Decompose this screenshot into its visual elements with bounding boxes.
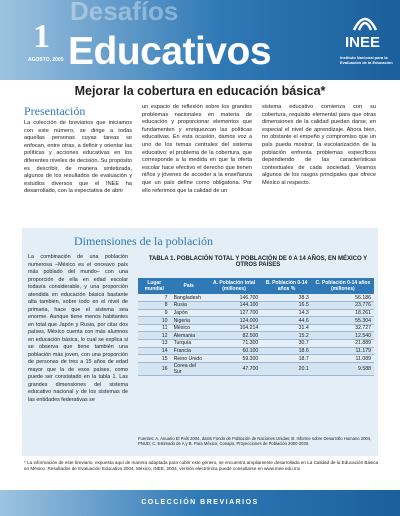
table-row: 9 Japón 127.700 14.3 18.261 [138, 309, 374, 318]
table-cell: 14.3 [261, 309, 312, 318]
table-row: 11 México 104.214 31.4 32.727 [138, 324, 374, 333]
section-heading: Dimensiones de la población [74, 234, 213, 248]
table-cell: Reino Unido [170, 354, 207, 363]
table-cell: 12 [138, 331, 171, 341]
table-cell: 9.588 [311, 362, 374, 376]
issue-date: AGOSTO, 2005 [28, 57, 64, 63]
table-cell: 16.5 [261, 301, 312, 310]
text-column: La colección de breviarios que iniciamos… [24, 120, 132, 195]
logo-icon [352, 17, 378, 31]
table-row: 16 Corea del Sur 47.700 20.1 9.588 [138, 362, 374, 376]
table-cell: 16 [138, 362, 171, 376]
series-title: Educativos [68, 30, 272, 73]
table-title: TABLA 1. POBLACIÓN TOTAL Y POBLACIÓN DE … [148, 256, 368, 268]
table-cell: Alemania [170, 331, 207, 341]
table-cell: 23.776 [311, 301, 374, 310]
table-cell: Bangladesh [170, 294, 207, 303]
data-table: Lugar mundial País A. Población total (mil… [138, 278, 374, 376]
table-cell: 31.4 [261, 324, 312, 333]
table-cell: 9 [138, 309, 171, 318]
table-cell: Japón [170, 309, 207, 318]
table-row: 12 Alemania 82.500 15.2 12.540 [138, 331, 374, 341]
text-column: La combinación de una población numerosa… [28, 254, 128, 403]
section-heading: Presentación [24, 104, 86, 118]
table-cell: 13 [138, 339, 171, 348]
table-cell: 44.6 [261, 316, 312, 325]
table-cell: 21.889 [311, 339, 374, 348]
table-cell: 18.261 [311, 309, 374, 318]
table-cell: 144.100 [206, 301, 262, 310]
footer-band: COLECCIÓN BREVIARIOS [0, 490, 400, 516]
table-cell: 15 [138, 354, 171, 363]
table-cell: 18.6 [261, 347, 312, 356]
table-source: Fuentes: A. Anuario El País 2004, datos … [138, 436, 372, 447]
logo-text: INEE [345, 34, 381, 51]
table-cell: 20.1 [261, 362, 312, 376]
table-row: 7 Bangladesh 146.700 38.3 56.186 [138, 294, 374, 303]
table-cell: 11.179 [311, 347, 374, 356]
table-cell: 82.500 [206, 331, 262, 341]
dimensions-box: Dimensiones de la población La combinaci… [22, 228, 378, 456]
text-column: sistema educativo comienza con su cobert… [262, 104, 376, 186]
table-cell: 14 [138, 347, 171, 356]
table-cell: 30.7 [261, 339, 312, 348]
table-cell: México [170, 324, 207, 333]
table-row: 14 Francia 60.100 18.6 11.179 [138, 347, 374, 356]
table-cell: Francia [170, 347, 207, 356]
table-cell: Turquía [170, 339, 207, 348]
table-cell: 10 [138, 316, 171, 325]
table-row: 8 Rusia 144.100 16.5 23.776 [138, 301, 374, 310]
table-cell: 12.540 [311, 331, 374, 341]
table-header: B. Población 0-14 años % [261, 278, 312, 294]
table-cell: 56.186 [311, 294, 374, 303]
footnote: * La información de este breviario, expu… [24, 460, 379, 471]
series-faded: Desafíos [70, 0, 179, 26]
table-header: País [170, 278, 207, 294]
table-cell: 104.214 [206, 324, 262, 333]
table-cell: 7 [138, 294, 171, 303]
table-cell: 15.2 [261, 331, 312, 341]
table-cell: 146.700 [206, 294, 262, 303]
table-cell: 124.000 [206, 316, 262, 325]
issue-number: 1 [33, 18, 50, 55]
table-cell: 59.300 [206, 354, 262, 363]
table-cell: 55.304 [311, 316, 374, 325]
table-cell: 18.7 [261, 354, 312, 363]
table-row: 13 Turquía 71.300 30.7 21.889 [138, 339, 374, 348]
table-cell: 60.100 [206, 347, 262, 356]
table-cell: 32.727 [311, 324, 374, 333]
table-cell: Rusia [170, 301, 207, 310]
table-cell: 11.089 [311, 354, 374, 363]
table-cell: 8 [138, 301, 171, 310]
table-header: C. Población 0-14 años (millones) [311, 278, 374, 294]
table-cell: 38.3 [261, 294, 312, 303]
table-cell: 47.700 [206, 362, 262, 376]
table-row: 15 Reino Unido 59.300 18.7 11.089 [138, 354, 374, 363]
table-header: Lugar mundial [138, 278, 171, 294]
header-band: 1 AGOSTO, 2005 Desafíos Educativos INEE … [0, 0, 400, 80]
page-title: Mejorar la cobertura en educación básica… [74, 84, 326, 98]
table-header: A. Población total (millones) [206, 278, 262, 294]
institute-name: Instituto Nacional para la Evaluación de… [340, 55, 393, 65]
table-cell: 11 [138, 324, 171, 333]
table-cell: Nigeria [170, 316, 207, 325]
table-cell: 127.700 [206, 309, 262, 318]
table-cell: 71.300 [206, 339, 262, 348]
table-row: 10 Nigeria 124.000 44.6 55.304 [138, 316, 374, 325]
table-cell: Corea del Sur [170, 362, 207, 376]
text-column: un espacio de reflexión sobre los grande… [142, 104, 252, 194]
